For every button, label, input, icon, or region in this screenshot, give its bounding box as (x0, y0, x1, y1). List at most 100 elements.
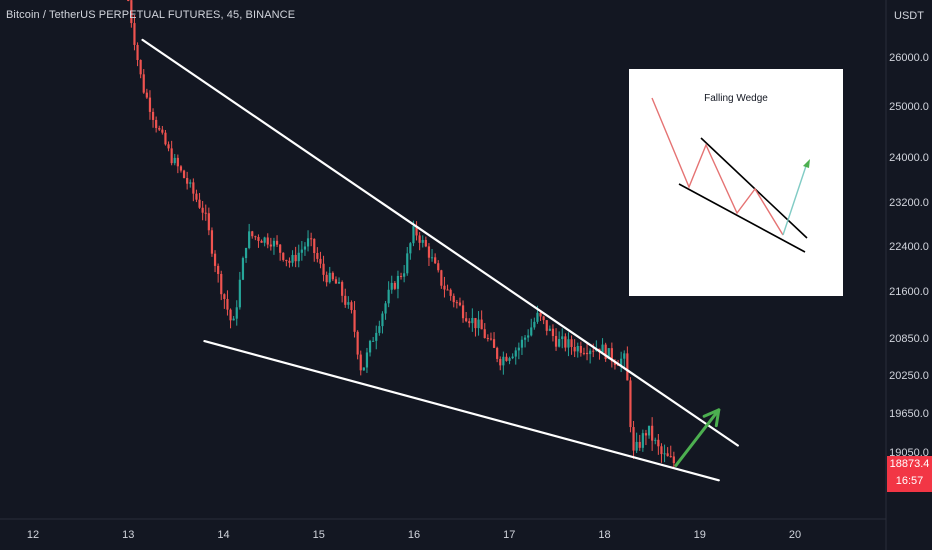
candle-body (440, 270, 443, 286)
candle-body (409, 243, 412, 254)
time-axis[interactable]: 12 13 14 15 16 17 18 19 20 (27, 529, 801, 541)
candle-body (393, 282, 396, 289)
candle-body (644, 433, 648, 436)
price-axis-currency: USDT (894, 10, 924, 22)
candle-body (486, 337, 489, 339)
candle-body (567, 339, 570, 348)
candle-body (496, 347, 499, 359)
candle-body (474, 317, 477, 329)
candle-body (576, 346, 579, 352)
candle-body (322, 263, 325, 275)
candle-body (620, 358, 623, 366)
candle-body (189, 182, 192, 184)
candle-body (195, 193, 198, 200)
illustration-breakout-line (782, 162, 808, 236)
candle-body (455, 302, 458, 304)
candle-body (511, 356, 514, 359)
candle-body (663, 453, 666, 455)
time-tick-label: 17 (503, 529, 515, 541)
candle-body (381, 313, 384, 327)
candle-body (350, 302, 353, 311)
candles (127, 0, 675, 468)
candle-body (424, 239, 427, 247)
arrow-shaft (674, 408, 721, 467)
candle-body (372, 340, 375, 342)
candle-body (325, 274, 328, 283)
candle-body (399, 275, 403, 277)
candle-body (337, 282, 341, 284)
time-tick-label: 12 (27, 529, 39, 541)
candle-body (452, 295, 455, 303)
candle-body (582, 352, 586, 354)
candle-body (505, 356, 508, 361)
candle-body (136, 44, 139, 61)
candle-body (328, 272, 331, 283)
candle-body (554, 336, 558, 347)
price-tick-label: 19650.0 (889, 408, 929, 420)
wedge-trendlines[interactable] (141, 38, 739, 482)
candle-body (359, 354, 362, 371)
candle-body (654, 439, 657, 441)
candle-body (601, 344, 604, 353)
arrow-head (702, 408, 721, 428)
time-tick-label: 13 (122, 529, 134, 541)
candle-body (461, 305, 465, 319)
breakout-arrow[interactable] (674, 408, 721, 467)
candle-body (341, 282, 344, 296)
candle-body (130, 0, 133, 24)
candle-body (356, 331, 359, 355)
candle-body (155, 119, 158, 129)
candle-body (347, 302, 350, 305)
candle-body (483, 329, 486, 338)
candle-body (641, 433, 644, 448)
candle-body (223, 294, 226, 299)
candle-body (217, 265, 220, 274)
illustration-title: Falling Wedge (704, 93, 768, 104)
candle-body (254, 236, 257, 238)
candle-body (492, 339, 496, 348)
candle-body (316, 252, 319, 259)
candle-body (279, 244, 282, 253)
price-tick-label: 25000.0 (889, 101, 929, 113)
candle-body (564, 336, 567, 348)
time-tick-label: 14 (217, 529, 229, 541)
price-axis[interactable]: 26000.0 25000.0 24000.0 23200.0 22400.0 21600… (889, 52, 929, 459)
candle-body (319, 258, 322, 264)
candle-body (623, 353, 626, 359)
candle-body (465, 318, 468, 322)
candle-body (626, 353, 629, 381)
candle-body (533, 321, 536, 328)
illustration-upper-line (700, 137, 808, 239)
candle-body (604, 344, 607, 360)
trendline-upper (141, 38, 739, 447)
candle-body (285, 259, 288, 261)
candle-body (263, 237, 266, 243)
candle-body (669, 456, 672, 458)
candle-body (499, 358, 502, 366)
price-tick-label: 21600.0 (889, 286, 929, 298)
candle-body (226, 298, 229, 310)
candle-body (344, 295, 347, 305)
candle-body (127, 0, 130, 1)
candle-body (542, 316, 545, 321)
candle-body (430, 257, 434, 259)
illustration-price-zigzag (651, 97, 784, 236)
candle-body (306, 238, 310, 247)
candle-body (672, 456, 675, 464)
candle-body (300, 249, 303, 253)
candle-body (170, 148, 173, 164)
candle-body (303, 246, 307, 250)
candle-body (139, 60, 142, 75)
candle-body (158, 128, 161, 130)
bar-countdown: 16:57 (895, 475, 924, 487)
candle-body (275, 240, 279, 245)
candle-body (266, 237, 269, 245)
candle-body (551, 328, 555, 337)
candle-body (666, 453, 669, 457)
candle-body (235, 307, 238, 319)
candle-body (375, 332, 378, 341)
candle-body (406, 253, 409, 274)
candle-body (248, 231, 251, 248)
candle-body (446, 289, 449, 291)
